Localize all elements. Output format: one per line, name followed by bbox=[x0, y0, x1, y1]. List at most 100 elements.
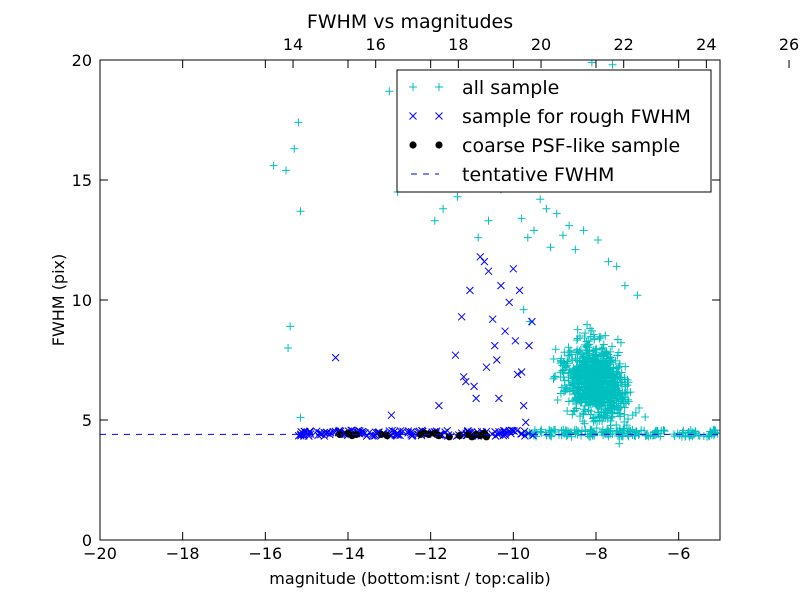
all-sample-point bbox=[595, 394, 604, 403]
all-sample-point bbox=[612, 397, 621, 406]
all-sample-point bbox=[591, 388, 600, 397]
top-tick-label: 26 bbox=[779, 35, 799, 54]
rough-fwhm-point bbox=[297, 427, 305, 436]
all-sample-point bbox=[595, 380, 604, 389]
all-sample-point bbox=[641, 413, 650, 422]
all-sample-point bbox=[631, 428, 640, 437]
all-sample-point bbox=[599, 340, 608, 349]
all-sample-point bbox=[590, 334, 599, 343]
all-sample-point bbox=[519, 305, 528, 314]
all-sample-point bbox=[679, 426, 688, 435]
all-sample-point bbox=[606, 400, 615, 409]
all-sample-point bbox=[575, 364, 584, 373]
all-sample-point bbox=[601, 372, 610, 381]
all-sample-point bbox=[579, 409, 588, 418]
legend-entries: all sample sample for rough FWHM coarse PS… bbox=[409, 77, 691, 186]
y-tick-label: 5 bbox=[82, 411, 92, 430]
all-sample-point bbox=[711, 428, 720, 437]
all-sample-point bbox=[619, 398, 628, 407]
all-sample-point bbox=[530, 226, 538, 235]
all-sample-point bbox=[564, 369, 573, 378]
all-sample-point bbox=[430, 216, 439, 225]
all-sample-point bbox=[577, 365, 586, 374]
all-sample-point bbox=[294, 118, 303, 127]
rough-fwhm-point bbox=[521, 432, 529, 440]
all-sample-point bbox=[269, 161, 278, 170]
all-sample-point bbox=[614, 409, 623, 418]
all-sample-point bbox=[615, 362, 624, 371]
rough-fwhm-point bbox=[368, 432, 377, 440]
all-sample-point bbox=[439, 204, 448, 213]
legend-label: tentative FWHM bbox=[462, 164, 614, 186]
all-sample-point bbox=[585, 393, 594, 402]
psf-like-point bbox=[336, 430, 344, 438]
all-sample-point bbox=[640, 426, 649, 435]
rough-fwhm-point bbox=[396, 431, 404, 440]
all-sample-point bbox=[610, 379, 619, 388]
all-sample-point bbox=[572, 404, 581, 413]
legend-label: coarse PSF-like sample bbox=[462, 135, 680, 157]
all-sample-point bbox=[474, 233, 483, 242]
all-sample-point bbox=[296, 413, 305, 422]
all-sample-point bbox=[586, 426, 595, 435]
all-sample-point bbox=[612, 262, 621, 271]
top-tick-label: 16 bbox=[366, 35, 386, 54]
rough-fwhm-point bbox=[370, 432, 378, 440]
all-sample-point bbox=[608, 60, 617, 69]
all-sample-point bbox=[577, 431, 586, 440]
all-sample-point bbox=[602, 362, 611, 371]
rough-fwhm-point bbox=[524, 429, 533, 438]
all-sample-point bbox=[549, 355, 558, 364]
legend-label: sample for rough FWHM bbox=[462, 106, 691, 128]
all-sample-point bbox=[484, 216, 493, 225]
rough-fwhm-point bbox=[521, 418, 530, 427]
rough-fwhm-point bbox=[393, 430, 401, 439]
all-sample-point bbox=[598, 344, 607, 353]
all-sample-point bbox=[568, 356, 577, 365]
all-sample-point bbox=[592, 399, 601, 408]
all-sample-point bbox=[601, 406, 610, 415]
x-tick-label: −10 bbox=[496, 544, 530, 563]
all-sample-point bbox=[553, 396, 562, 405]
all-sample-point bbox=[581, 407, 590, 416]
all-sample-point bbox=[546, 243, 555, 252]
legend-swatch bbox=[435, 83, 443, 91]
rough-fwhm-point bbox=[387, 411, 396, 420]
rough-fwhm-point bbox=[497, 281, 505, 290]
rough-fwhm-point bbox=[435, 401, 443, 410]
legend-entry: all sample bbox=[409, 77, 559, 99]
rough-fwhm-point bbox=[326, 428, 335, 437]
top-tick-label: 24 bbox=[696, 35, 716, 54]
legend-swatch bbox=[409, 83, 417, 91]
all-sample-point bbox=[578, 354, 587, 363]
all-sample-point bbox=[628, 411, 637, 420]
rough-fwhm-point bbox=[443, 426, 452, 435]
all-sample-point bbox=[607, 413, 616, 422]
all-sample-point bbox=[560, 365, 569, 374]
all-sample-point bbox=[564, 376, 573, 385]
all-sample-point bbox=[584, 363, 593, 372]
rough-fwhm-point bbox=[388, 426, 396, 435]
rough-fwhm-point bbox=[529, 431, 537, 440]
all-sample-point bbox=[569, 396, 578, 405]
all-sample-point bbox=[582, 337, 591, 346]
all-sample-point bbox=[587, 60, 596, 67]
all-sample-point bbox=[617, 394, 626, 403]
all-sample-point bbox=[584, 387, 593, 396]
rough-fwhm-point bbox=[505, 298, 514, 307]
all-sample-point bbox=[615, 392, 624, 401]
legend-swatch bbox=[435, 141, 443, 149]
all-sample-point bbox=[525, 317, 534, 326]
legend-swatch bbox=[409, 141, 417, 149]
psf-like-point bbox=[435, 432, 443, 440]
rough-fwhm-point bbox=[480, 257, 489, 266]
all-sample-point bbox=[579, 370, 588, 379]
rough-fwhm-point bbox=[312, 427, 321, 436]
rough-fwhm-point bbox=[470, 382, 478, 391]
all-sample-point bbox=[614, 402, 623, 411]
rough-fwhm-point bbox=[482, 363, 491, 372]
all-sample-point bbox=[594, 375, 603, 384]
all-sample-point bbox=[284, 344, 293, 352]
all-sample-point bbox=[562, 426, 571, 435]
